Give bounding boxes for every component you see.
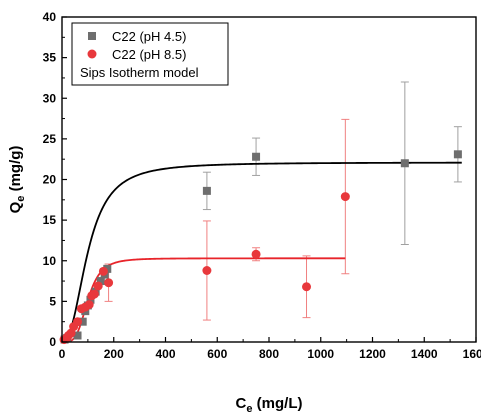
data-point-ph85 xyxy=(93,281,103,291)
x-title-main: C xyxy=(236,395,247,412)
y-axis-title: Qe (mg/g) xyxy=(7,146,27,214)
y-title-sub: e xyxy=(15,196,27,202)
legend-label: C22 (pH 8.5) xyxy=(112,47,186,62)
y-tick-label: 10 xyxy=(43,254,57,268)
data-point-ph85 xyxy=(89,289,99,299)
data-point-ph45 xyxy=(96,277,105,286)
error-bars xyxy=(104,81,462,321)
legend-marker-circle xyxy=(87,49,97,59)
y-tick-label: 35 xyxy=(43,51,57,65)
data-point-ph85 xyxy=(302,282,312,292)
legend-label: C22 (pH 4.5) xyxy=(112,29,186,44)
fit-curves xyxy=(61,161,462,343)
x-tick-label: 800 xyxy=(259,347,279,361)
data-point-ph85 xyxy=(104,278,114,288)
y-tick-label: 0 xyxy=(49,335,56,349)
x-axis-title: Ce (mg/L) xyxy=(236,395,303,415)
x-title-sub: e xyxy=(246,403,252,415)
data-point-ph85 xyxy=(202,266,212,275)
data-point-ph85 xyxy=(73,317,83,327)
legend: C22 (pH 4.5) C22 (pH 8.5) Sips Isotherm mo… xyxy=(71,22,229,86)
data-point-ph45 xyxy=(73,331,82,340)
data-point-ph45 xyxy=(202,186,211,195)
y-title-main: Q xyxy=(7,201,24,213)
y-tick-label: 25 xyxy=(43,132,57,146)
data-point-ph45 xyxy=(103,264,112,273)
data-point-ph85 xyxy=(84,300,94,310)
data-point-ph45 xyxy=(400,159,409,168)
y-tick-label: 30 xyxy=(43,91,57,105)
data-point-ph85 xyxy=(98,266,108,276)
x-tick-label: 1200 xyxy=(359,347,386,361)
x-tick-label: 1000 xyxy=(307,347,334,361)
x-tick-label: 400 xyxy=(155,347,175,361)
y-title-unit: (mg/g) xyxy=(7,146,24,196)
legend-box xyxy=(71,22,229,86)
x-title-unit: (mg/L) xyxy=(252,395,302,412)
data-point-ph45 xyxy=(252,152,261,161)
model-annotation: Sips Isotherm model xyxy=(80,65,199,80)
y-tick-label: 40 xyxy=(43,10,57,24)
data-point-ph85 xyxy=(251,249,261,259)
y-tick-label: 15 xyxy=(43,213,57,227)
fit-curve-1 xyxy=(61,161,462,343)
x-tick-label: 600 xyxy=(207,347,227,361)
data-point-ph45 xyxy=(453,150,462,159)
y-tick-label: 5 xyxy=(49,294,56,308)
x-tick-label: 200 xyxy=(104,347,124,361)
x-tick-label: 1600 xyxy=(463,347,481,361)
data-point-ph85 xyxy=(340,192,350,202)
legend-marker-square xyxy=(88,32,96,40)
x-tick-label: 0 xyxy=(59,347,66,361)
x-tick-label: 1400 xyxy=(411,347,438,361)
data-point-ph45 xyxy=(78,317,87,326)
data-points xyxy=(59,150,462,345)
y-tick-label: 20 xyxy=(43,173,57,187)
